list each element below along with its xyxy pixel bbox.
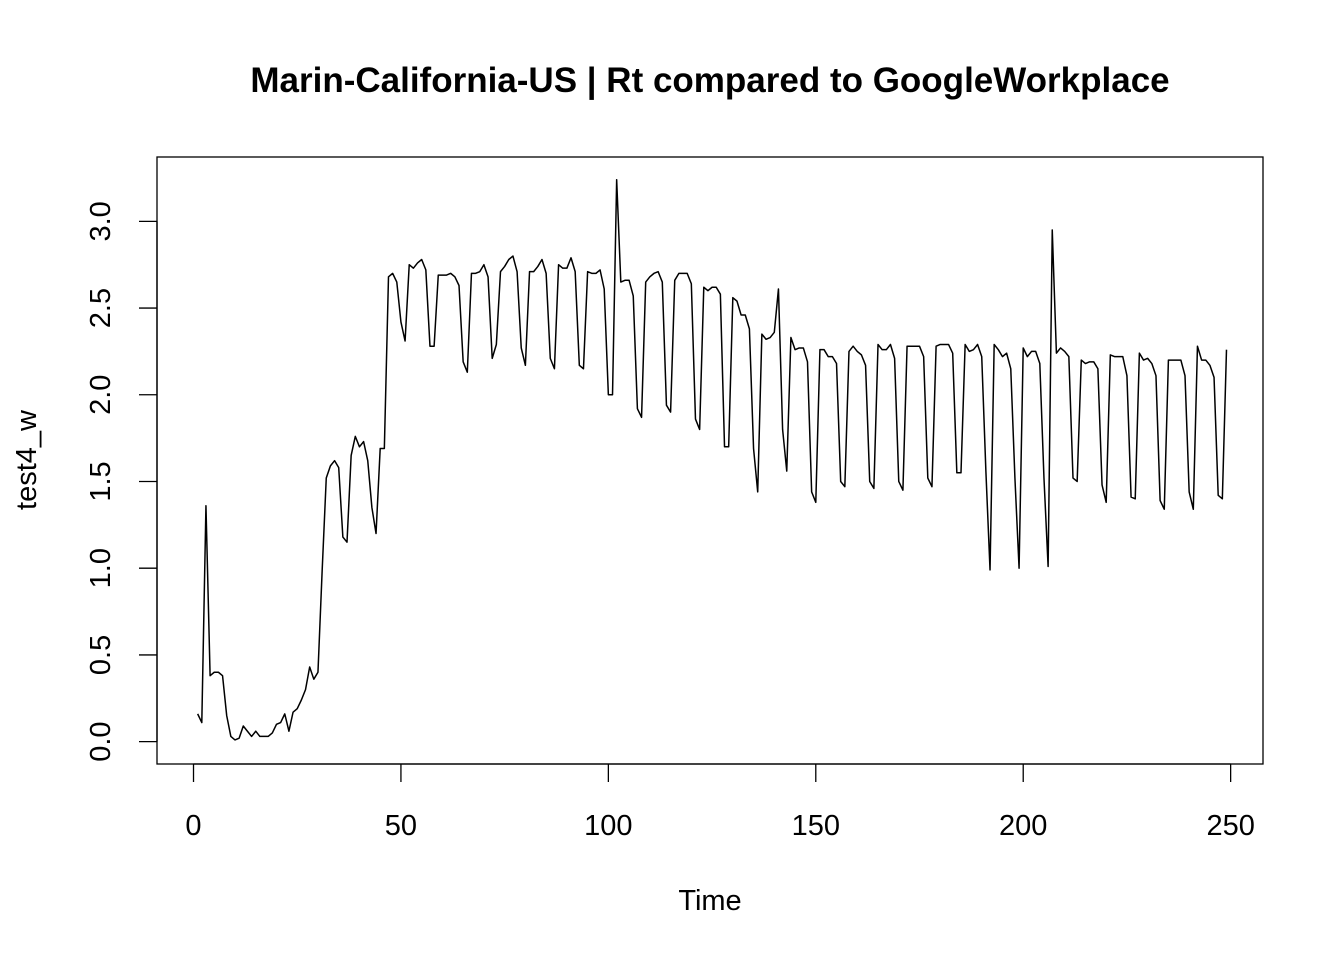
y-tick-label: 3.0 [85,201,117,241]
y-axis-label: test4_w [11,409,43,510]
y-tick-label: 2.0 [85,375,117,415]
plot-area [196,178,1228,741]
y-tick-label: 0.0 [85,721,117,761]
x-tick-label: 200 [999,810,1047,842]
x-tick-label: 50 [385,810,417,842]
series-line [196,178,1228,741]
y-tick-label: 2.5 [85,288,117,328]
x-tick-label: 150 [792,810,840,842]
y-tick-label: 1.0 [85,548,117,588]
chart-title: Marin-California-US | Rt compared to Goo… [250,61,1169,100]
x-tick-label: 0 [185,810,201,842]
y-tick-label: 0.5 [85,635,117,675]
y-axis: 0.0 0.5 1.0 1.5 2.0 2.5 3.0 [85,201,158,762]
y-tick-label: 1.5 [85,461,117,501]
x-axis-label: Time [678,885,741,917]
x-tick-label: 250 [1206,810,1254,842]
x-tick-label: 100 [584,810,632,842]
x-axis: 0 50 100 150 200 250 [185,763,1255,842]
